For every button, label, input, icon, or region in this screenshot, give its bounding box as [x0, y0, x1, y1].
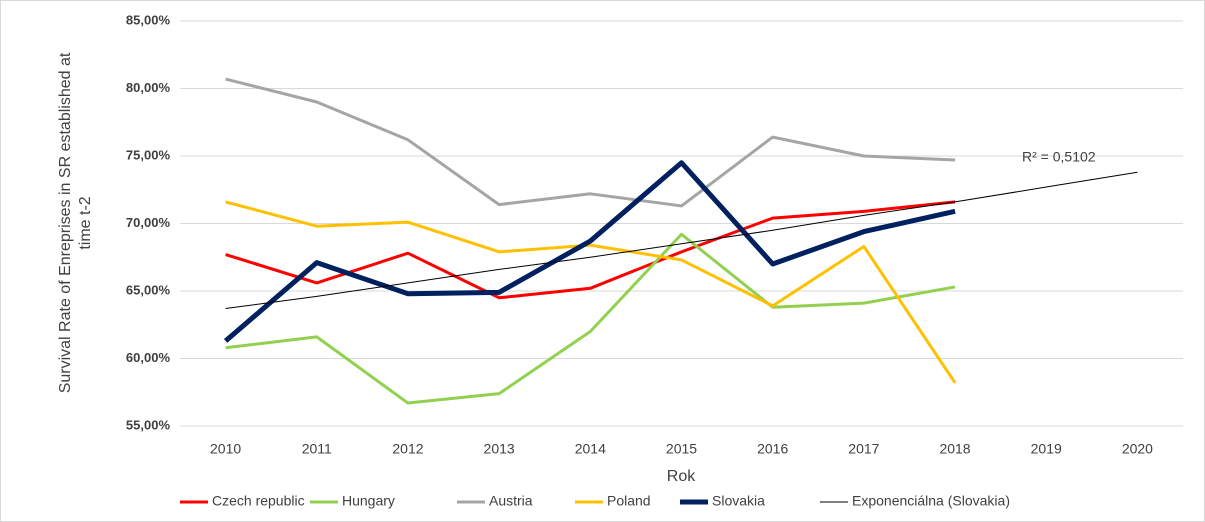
legend-label: Czech republic [212, 493, 305, 509]
y-tick-label: 60,00% [126, 350, 171, 365]
series-line [223, 160, 956, 343]
x-tick-label: 2016 [757, 441, 788, 457]
series-line [225, 171, 1138, 310]
annotation: R² = 0,5102 [1022, 149, 1096, 165]
x-tick-label: 2017 [848, 441, 879, 457]
y-tick-label: 75,00% [126, 147, 171, 162]
y-axis-title: time t-2 [77, 196, 94, 249]
x-tick-label: 2019 [1031, 441, 1062, 457]
y-tick-label: 55,00% [126, 417, 171, 432]
y-tick-label: 65,00% [126, 282, 171, 297]
legend-label: Austria [489, 493, 533, 509]
x-tick-label: 2012 [392, 441, 423, 457]
y-tick-label: 70,00% [126, 215, 171, 230]
series-line [225, 200, 957, 384]
x-tick-label: 2014 [575, 441, 606, 457]
x-tick-label: 2020 [1122, 441, 1153, 457]
legend-label: Hungary [342, 493, 395, 509]
x-tick-label: 2011 [302, 441, 332, 457]
y-tick-label: 80,00% [126, 80, 171, 95]
series-line [225, 77, 956, 208]
x-axis-title: Rok [667, 468, 696, 485]
legend-label: Exponenciálna (Slovakia) [852, 493, 1010, 509]
legend-label: Poland [607, 493, 651, 509]
series-line [225, 232, 956, 405]
x-tick-label: 2018 [939, 441, 970, 457]
x-tick-label: 2015 [666, 441, 697, 457]
legend-label: Slovakia [712, 493, 765, 509]
x-tick-label: 2010 [210, 441, 241, 457]
y-axis-title: Survival Rate of Enreprises in SR establ… [57, 52, 74, 393]
y-tick-label: 85,00% [126, 12, 171, 27]
x-tick-label: 2013 [484, 441, 515, 457]
